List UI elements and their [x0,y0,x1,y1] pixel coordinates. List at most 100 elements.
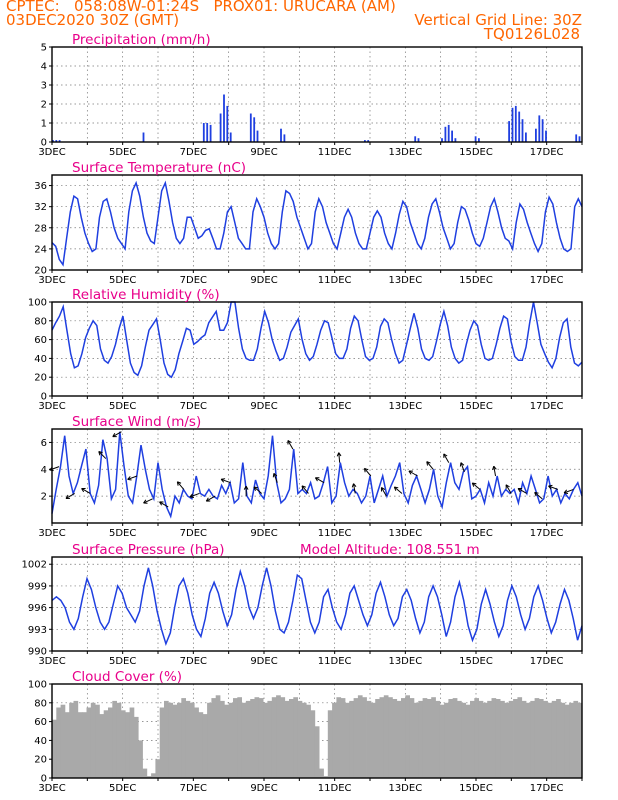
precip-bar [525,132,527,142]
panel-rh: 0 20 40 60 80 100 3DEC 5DEC 7DEC 9DEC 11DEC 13DEC 15… [28,287,583,412]
y-tick-label: 36 [34,181,47,192]
cloud-bar [271,697,277,778]
cloud-bar [267,700,273,778]
x-tick-label: 9DEC [250,401,277,412]
x-tick-label: 11DEC [318,528,352,539]
cloud-bar [125,712,130,778]
temp-line [51,180,583,267]
wind-arrow-head [426,461,431,466]
panel-title: Cloud Cover (%) [72,669,182,685]
cloud-bar [103,710,109,778]
cloud-bar [164,700,169,778]
x-tick-label: 5DEC [109,275,136,286]
wind-arrow-head [443,453,448,458]
cloud-bar [414,702,419,778]
precip-bar [521,119,524,142]
cloud-bar [332,702,337,778]
cloud-bar [133,716,139,778]
cloud-bar [189,702,195,778]
wind-arrow [176,481,185,490]
cloud-bar [392,699,398,778]
wind-arrow [301,485,309,494]
wind-arrow-head [534,491,539,497]
panel-frame [51,46,583,143]
x-tick-label: 7DEC [180,528,207,539]
precip-bar [518,111,521,142]
panel-precip: 0 1 2 3 4 5 3DEC 5DEC 7DEC 9DEC 11DEC 13DEC 15DEC 17D… [38,32,583,158]
pressure-line [51,567,583,647]
cloud-bar [289,699,294,778]
precip-bar [253,117,256,142]
cloud-bar [172,704,178,778]
y-tick-label: 990 [28,647,47,658]
wind-arrow-head [505,484,510,489]
y-tick-label: 993 [28,625,47,636]
wind-arrow [493,466,497,477]
x-tick-label: 15DEC [459,656,493,667]
cloud-bar [202,714,208,778]
cloud-bar [396,700,402,778]
wind-arrow [127,475,138,480]
x-tick-label: 5DEC [109,783,136,794]
x-tick-label: 17DEC [530,783,564,794]
cloud-bar [426,699,432,778]
wind-arrow [548,485,559,490]
precip-bar [478,138,480,142]
precip-bar [202,123,205,142]
x-tick-label: 9DEC [250,783,277,794]
wind-arrow-head [243,485,249,490]
cloud-bar [560,702,566,778]
precip-bar [511,107,514,142]
cloud-bar [517,697,523,778]
cloud-bar [534,698,540,778]
y-tick-label: 2 [41,100,47,111]
wind-arrow-head [159,501,164,506]
cloud-bar [409,698,415,778]
wind-arrow [98,451,107,459]
cloud-bar [99,714,105,778]
x-tick-label: 7DEC [180,401,207,412]
precip-bar [444,126,447,142]
wind-arrow [443,453,450,463]
cloud-bar [120,710,126,778]
precip-bar [256,130,259,142]
x-tick-label: 7DEC [180,783,207,794]
cloud-bar [224,704,230,778]
precip-bar [364,140,366,142]
x-tick-label: 17DEC [530,147,564,158]
wind-arrow [81,488,91,494]
cloud-bar [60,704,66,778]
cloud-bar [215,695,221,778]
cloud-bar [538,699,544,778]
cloud-bar [151,773,156,778]
cloud-bar [418,700,423,778]
x-tick-label: 3DEC [38,401,65,412]
cloud-bar [237,697,242,778]
cloud-bar [405,695,410,778]
x-tick-label: 17DEC [530,656,564,667]
cloud-bar [181,698,186,778]
x-tick-label: 7DEC [180,147,207,158]
wind-arrow [315,477,325,484]
wind-arrow [220,478,231,484]
cloud-bar [280,697,286,778]
wind-arrow-head [127,476,132,481]
cloud-bar [487,700,492,778]
cloud-bar [564,704,570,778]
cloud-bar [64,712,70,778]
wind-arrow-head [98,450,103,456]
cloud-bar [284,700,290,778]
cloud-bar [250,699,255,778]
y-tick-label: 0 [41,138,47,149]
x-tick-label: 9DEC [250,275,277,286]
y-tick-label: 5 [41,43,47,54]
cloud-bar [551,700,557,778]
precip-bar [206,123,209,142]
precip-bar [514,105,517,142]
cloud-bar [457,700,462,778]
x-tick-label: 3DEC [38,147,65,158]
precip-bar [414,136,417,142]
precip-bar [280,128,282,142]
precip-bar [55,140,58,142]
cloud-bar [73,700,79,778]
